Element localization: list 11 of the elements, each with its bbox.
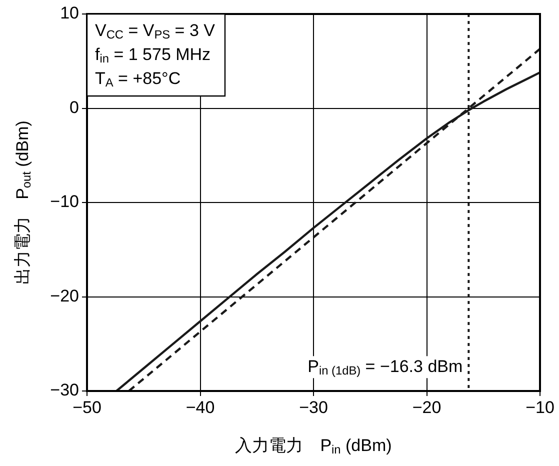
x-tick-label: −20 — [412, 398, 442, 417]
x-tick-label: −50 — [72, 398, 102, 417]
y-tick-label: −10 — [50, 192, 79, 212]
y-tick-label: −20 — [50, 286, 79, 306]
y-tick-label: −30 — [50, 380, 79, 400]
y-axis-title: 出力電力 Pout (dBm) — [13, 120, 34, 284]
x-tick-label: −30 — [299, 398, 328, 417]
x-tick-label: −10 — [526, 398, 554, 417]
y-tick-label: 0 — [70, 98, 79, 117]
y-tick-label: 10 — [60, 4, 79, 23]
x-tick-label: −40 — [186, 398, 215, 417]
